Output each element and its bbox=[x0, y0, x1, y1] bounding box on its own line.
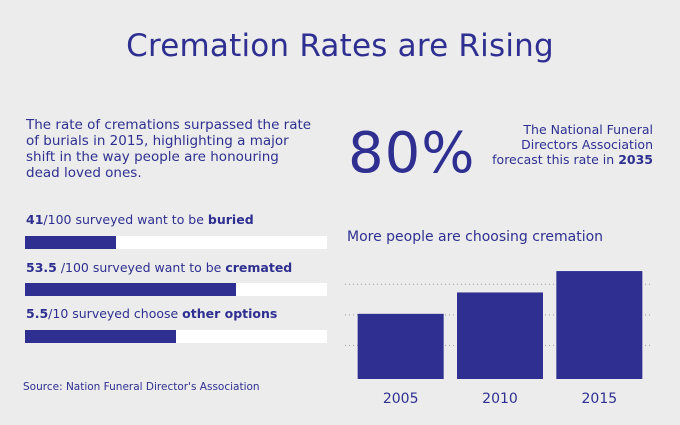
progress-bar-other bbox=[25, 330, 327, 343]
highlight-percent: 80% bbox=[348, 121, 476, 186]
stat-text: /100 surveyed want to be bbox=[56, 260, 226, 275]
bar-2005 bbox=[357, 313, 444, 379]
progress-bar-buried bbox=[25, 236, 327, 249]
bar-2010 bbox=[457, 292, 543, 379]
stat-text: /10 surveyed choose bbox=[48, 306, 183, 321]
stat-emphasis: other options bbox=[182, 306, 278, 321]
chart-title: More people are choosing cremation bbox=[347, 229, 603, 245]
intro-text: The rate of cremations surpassed the rat… bbox=[26, 117, 312, 181]
source-note: Source: Nation Funeral Director's Associ… bbox=[23, 381, 260, 393]
forecast-body: The National Funeral Directors Associati… bbox=[492, 122, 653, 167]
stat-buried: 41/100 surveyed want to be buried bbox=[26, 212, 254, 227]
stat-cremated: 53.5 /100 surveyed want to be cremated bbox=[26, 260, 292, 275]
chart-title-emphasis: cremation bbox=[532, 229, 604, 245]
chart-title-text: More people are choosing bbox=[347, 229, 533, 245]
stat-value: 41 bbox=[26, 212, 44, 227]
x-tick-label: 2015 bbox=[582, 391, 618, 407]
progress-bar-cremated bbox=[25, 283, 327, 296]
x-tick-label: 2005 bbox=[383, 391, 419, 407]
forecast-year: 2035 bbox=[618, 152, 653, 167]
stat-text: /100 surveyed want to be bbox=[43, 212, 208, 227]
stat-value: 5.5 bbox=[26, 306, 49, 321]
stat-other: 5.5/10 surveyed choose other options bbox=[26, 306, 277, 321]
stat-emphasis: cremated bbox=[225, 260, 293, 275]
forecast-text: The National Funeral Directors Associati… bbox=[473, 122, 653, 167]
x-tick-label: 2010 bbox=[482, 391, 518, 407]
bar-2015 bbox=[556, 271, 643, 379]
bar-chart: 2005 2010 2015 bbox=[345, 271, 653, 407]
stat-emphasis: buried bbox=[207, 212, 254, 227]
stat-value: 53.5 bbox=[26, 260, 57, 275]
progress-fill-cremated bbox=[25, 283, 237, 296]
progress-fill-other bbox=[25, 330, 176, 343]
progress-fill-buried bbox=[25, 236, 116, 249]
page-title: Cremation Rates are Rising bbox=[126, 28, 554, 64]
